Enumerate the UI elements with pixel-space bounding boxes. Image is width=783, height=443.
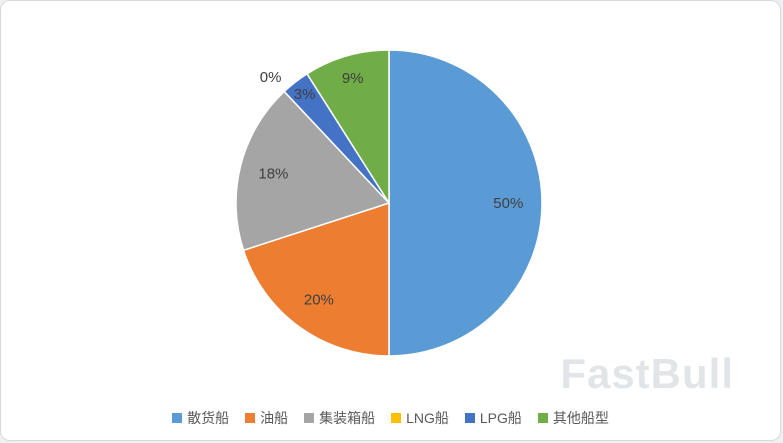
pie-label-5: 9% xyxy=(342,70,364,87)
legend-swatch-icon xyxy=(464,413,475,423)
legend-item-1: 油船 xyxy=(245,411,288,425)
legend-item-4: LPG船 xyxy=(464,410,522,426)
pie-label-4: 3% xyxy=(294,86,316,103)
chart-legend: 散货船 油船 集装箱船 LNG船 LPG船 其他船型 xyxy=(1,411,780,425)
legend-label: LNG船 xyxy=(406,410,449,426)
legend-swatch-icon xyxy=(537,413,548,423)
legend-swatch-icon xyxy=(304,413,315,423)
legend-item-0: 散货船 xyxy=(172,411,229,425)
pie-label-0: 50% xyxy=(493,195,523,212)
legend-item-3: LNG船 xyxy=(391,411,449,425)
legend-label: LPG船 xyxy=(479,410,522,426)
legend-label: 油船 xyxy=(260,410,289,426)
legend-label: 其他船型 xyxy=(552,410,609,426)
pie-label-2: 18% xyxy=(258,165,288,182)
pie-label-1: 20% xyxy=(304,292,334,309)
pie-slices xyxy=(235,49,543,357)
legend-swatch-icon xyxy=(172,413,183,423)
pie-labels: 50% 20% 18% 0% 3% 9% xyxy=(258,69,523,309)
pie-slice-2 xyxy=(235,90,390,252)
legend-item-2: 集装箱船 xyxy=(304,411,375,425)
legend-swatch-icon xyxy=(245,413,256,423)
pie-slice-1 xyxy=(242,202,390,357)
legend-label: 散货船 xyxy=(187,410,230,426)
pie-slice-0 xyxy=(388,49,543,357)
legend-item-5: 其他船型 xyxy=(537,410,609,426)
legend-swatch-icon xyxy=(391,413,402,423)
pie-slice-5 xyxy=(306,49,390,204)
pie-label-3: 0% xyxy=(260,69,282,86)
legend-label: 集装箱船 xyxy=(319,410,376,426)
